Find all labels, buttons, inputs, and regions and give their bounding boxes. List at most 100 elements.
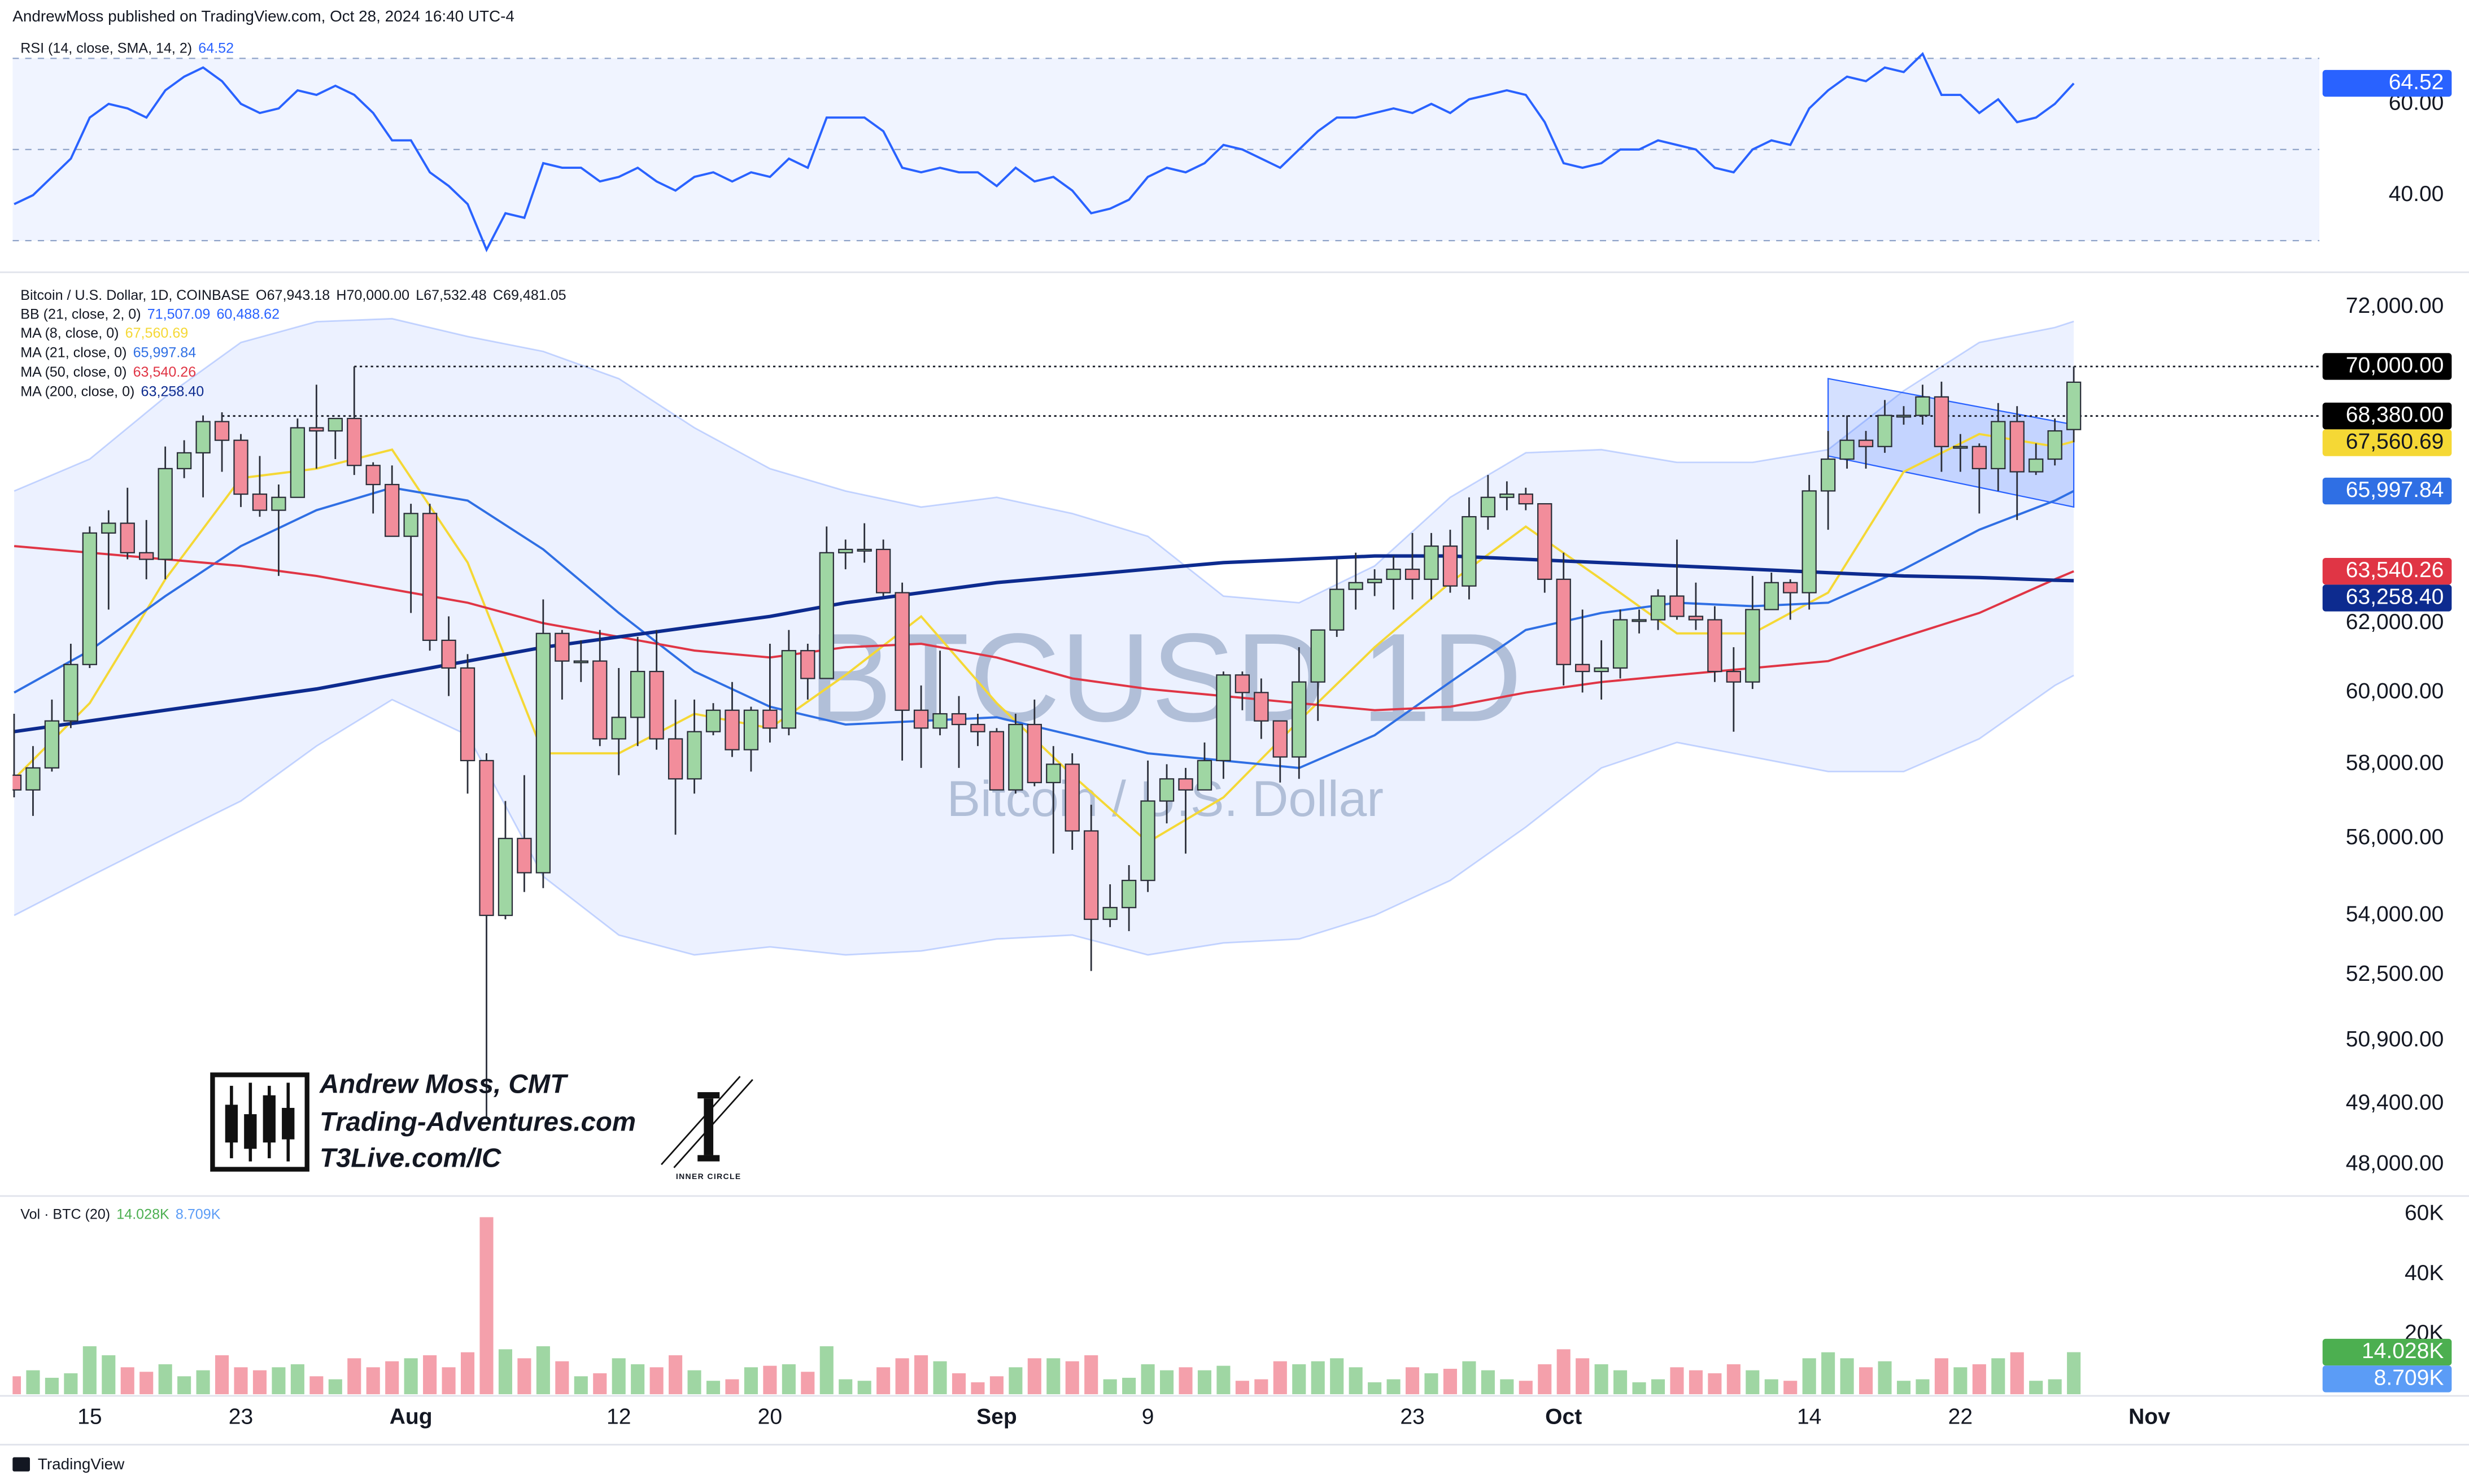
price-tag-label: 14.028K	[2362, 1339, 2444, 1363]
candle-body	[913, 709, 929, 729]
x-tick-label: 15	[77, 1404, 102, 1429]
candle-body	[1971, 446, 1987, 469]
volume-bar	[1613, 1370, 1628, 1395]
volume-bar	[1576, 1358, 1590, 1395]
volume-bar	[1934, 1358, 1948, 1395]
volume-bar	[1726, 1364, 1740, 1395]
legend-item: MA (8, close, 0)	[20, 325, 119, 341]
candle-body	[1764, 582, 1779, 610]
y-tick-label: 62,000.00	[2346, 610, 2444, 634]
price-tag-label: 64.52	[2389, 70, 2444, 94]
price-tag	[2322, 1338, 2452, 1366]
candle-body	[2029, 458, 2044, 473]
volume-bar	[442, 1367, 456, 1395]
x-tick-label: 23	[229, 1404, 253, 1429]
candle-body	[970, 723, 985, 732]
candle-body	[252, 493, 268, 511]
volume-bar	[819, 1346, 834, 1395]
candle-body	[271, 496, 286, 511]
volume-bar	[801, 1372, 815, 1395]
x-tick-label: Nov	[2128, 1404, 2170, 1429]
moving-average	[14, 554, 2074, 734]
volume-bar	[196, 1370, 210, 1395]
volume-bar	[1632, 1382, 1646, 1395]
legend-item: RSI (14, close, SMA, 14, 2)	[20, 40, 192, 56]
volume-bar	[2010, 1352, 2024, 1395]
volume-bar	[1273, 1361, 1287, 1395]
candle-body	[479, 760, 494, 916]
volume-bar	[1179, 1367, 1193, 1395]
candle-body	[838, 548, 853, 553]
candle-body	[195, 421, 211, 454]
volume-bar	[536, 1346, 550, 1395]
bb-fill	[14, 318, 2074, 955]
y-tick-label: 60K	[2405, 1201, 2444, 1225]
volume-bar	[26, 1370, 40, 1395]
y-tick-label: 52,500.00	[2346, 962, 2444, 986]
volume-bar	[1027, 1358, 1041, 1395]
candle-body	[705, 709, 721, 732]
candle-body	[1046, 763, 1061, 783]
volume-bar	[1065, 1361, 1079, 1395]
volume-bar	[895, 1358, 909, 1395]
candle-body	[687, 731, 702, 780]
legend-item: 63,258.40	[141, 383, 204, 399]
candle-body	[1896, 414, 1912, 418]
candle-body	[1480, 496, 1496, 518]
volume-bar	[423, 1355, 437, 1395]
volume-bar	[366, 1367, 380, 1395]
candle-body	[403, 513, 418, 537]
candle-body	[2066, 381, 2082, 430]
volume-bar	[385, 1361, 399, 1395]
candle-body	[441, 639, 456, 669]
price-tag-label: 63,258.40	[2346, 584, 2444, 609]
candle-body	[1462, 516, 1477, 587]
volume-bar	[12, 1376, 21, 1395]
x-tick-label: 20	[758, 1404, 782, 1429]
candle-body	[1216, 674, 1231, 762]
candle-body	[517, 837, 532, 874]
candle-body	[1499, 493, 1515, 498]
candle-body	[555, 632, 570, 662]
candle-body	[1594, 667, 1609, 673]
candle-body	[1310, 629, 1325, 683]
volume-bar	[2067, 1352, 2081, 1395]
candle-body	[214, 421, 230, 441]
volume-bar	[1009, 1367, 1023, 1395]
y-tick-label: 72,000.00	[2346, 294, 2444, 318]
candle-body	[1783, 582, 1798, 593]
candle-body	[1159, 778, 1175, 802]
logo-candle	[244, 1114, 257, 1149]
rsi-band	[12, 58, 2320, 241]
volume-bar	[158, 1364, 172, 1395]
candle-body	[1934, 396, 1949, 447]
candle-body	[12, 774, 22, 791]
x-tick-label: 12	[607, 1404, 631, 1429]
candle-body	[120, 522, 135, 553]
x-tick-label: 14	[1797, 1404, 1821, 1429]
y-tick-label: 54,000.00	[2346, 902, 2444, 926]
candle-body	[1518, 493, 1533, 505]
logo-candle	[225, 1105, 238, 1143]
volume-bar	[574, 1376, 588, 1395]
volume-bar	[479, 1217, 494, 1395]
candle-body	[1386, 569, 1401, 580]
candle-body	[875, 548, 891, 593]
volume-bar	[102, 1355, 116, 1395]
candle-body	[1839, 439, 1855, 460]
legend-line: MA (21, close, 0) 65,997.84	[20, 344, 196, 360]
candle-body	[1424, 545, 1439, 580]
volume-bar	[1311, 1361, 1325, 1395]
candle-body	[176, 452, 192, 469]
volume-bar	[177, 1376, 191, 1395]
volume-bar	[272, 1367, 286, 1395]
badge-stroke	[673, 1079, 753, 1168]
rsi-pane	[12, 51, 2320, 252]
candle-body	[233, 439, 248, 495]
candle-body	[1612, 619, 1628, 669]
volume-bar	[1254, 1379, 1268, 1395]
channel	[1827, 378, 2075, 508]
volume-bar	[971, 1382, 985, 1395]
volume-bar	[687, 1370, 701, 1395]
badge-serif	[697, 1155, 720, 1162]
